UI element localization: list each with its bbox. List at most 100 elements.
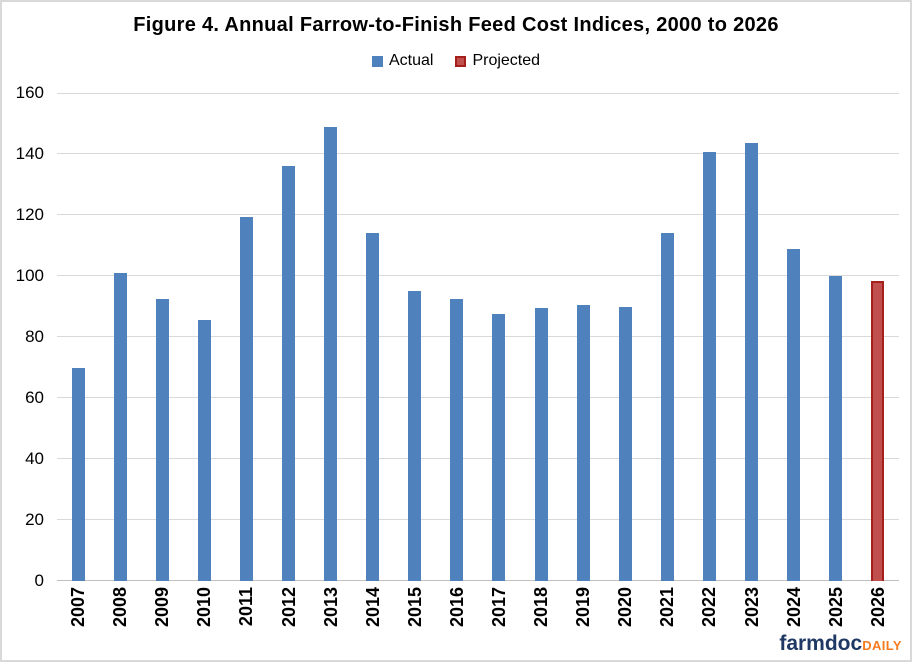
bar-cell-2020 [604, 93, 646, 581]
gridline-40 [57, 458, 899, 459]
x-label-cell-2020: 2020 [604, 587, 646, 627]
bar-cell-2007 [57, 93, 99, 581]
chart-legend: Actual Projected [2, 52, 910, 70]
x-tick-label-2013: 2013 [320, 587, 341, 628]
x-tick-label-2022: 2022 [699, 587, 720, 628]
x-label-cell-2013: 2013 [310, 587, 352, 627]
bar-actual-2015 [408, 291, 422, 581]
gridline-20 [57, 519, 899, 520]
legend-item-projected: Projected [455, 52, 540, 70]
x-label-cell-2007: 2007 [57, 587, 99, 627]
bar-cell-2009 [141, 93, 183, 581]
y-tick-label-160: 160 [15, 83, 44, 102]
bar-actual-2008 [113, 272, 127, 581]
bar-cell-2026 [857, 93, 899, 581]
bar-actual-2016 [450, 298, 464, 581]
y-tick-label-0: 0 [34, 571, 44, 590]
gridline-160 [57, 93, 899, 94]
x-tick-label-2007: 2007 [68, 587, 89, 628]
y-tick-label-20: 20 [25, 510, 44, 529]
x-tick-label-2025: 2025 [825, 587, 846, 628]
x-axis-line [57, 580, 899, 581]
bar-actual-2023 [745, 143, 759, 581]
x-tick-label-2017: 2017 [488, 587, 509, 628]
x-tick-label-2009: 2009 [152, 587, 173, 628]
x-label-cell-2012: 2012 [267, 587, 309, 627]
x-label-cell-2016: 2016 [436, 587, 478, 627]
x-tick-label-2011: 2011 [236, 587, 257, 627]
x-tick-label-2019: 2019 [573, 587, 594, 628]
bar-actual-2013 [324, 126, 338, 581]
bar-actual-2020 [618, 306, 632, 581]
x-label-cell-2017: 2017 [478, 587, 520, 627]
x-label-cell-2011: 2011 [225, 587, 267, 627]
y-tick-label-120: 120 [15, 205, 44, 224]
bar-actual-2022 [702, 152, 716, 581]
bar-cell-2015 [394, 93, 436, 581]
bar-cell-2016 [436, 93, 478, 581]
x-tick-label-2026: 2026 [867, 587, 888, 628]
bar-cell-2014 [352, 93, 394, 581]
x-label-cell-2026: 2026 [857, 587, 899, 627]
x-tick-label-2008: 2008 [110, 587, 131, 628]
x-label-cell-2024: 2024 [773, 587, 815, 627]
bar-actual-2021 [660, 233, 674, 581]
bar-cell-2012 [267, 93, 309, 581]
gridlines-layer [57, 93, 899, 581]
bar-actual-2007 [71, 367, 85, 581]
bar-actual-2018 [534, 308, 548, 581]
y-tick-label-100: 100 [15, 266, 44, 285]
x-label-cell-2009: 2009 [141, 587, 183, 627]
bar-cell-2013 [310, 93, 352, 581]
bar-cell-2018 [520, 93, 562, 581]
bar-actual-2010 [197, 320, 211, 581]
y-tick-label-80: 80 [25, 327, 44, 346]
gridline-100 [57, 275, 899, 276]
x-tick-label-2012: 2012 [278, 587, 299, 628]
x-label-cell-2018: 2018 [520, 587, 562, 627]
x-label-cell-2014: 2014 [352, 587, 394, 627]
x-tick-label-2020: 2020 [615, 587, 636, 628]
x-axis-labels: 2007 2008 2009 2010 2011 2012 2013 2014 2015 2016… [57, 587, 899, 627]
actual-series-marker [371, 55, 383, 67]
x-label-cell-2010: 2010 [183, 587, 225, 627]
x-tick-label-2015: 2015 [404, 587, 425, 628]
chart-title: Figure 4. Annual Farrow-to-Finish Feed C… [133, 14, 779, 36]
y-axis-labels: 0 20 40 60 80 100 120 140 160 [2, 83, 44, 590]
y-tick-label-60: 60 [25, 388, 44, 407]
bar-cell-2025 [815, 93, 857, 581]
x-tick-label-2014: 2014 [362, 587, 383, 628]
bars-layer [57, 93, 899, 581]
bar-actual-2025 [829, 276, 843, 581]
bar-cell-2008 [99, 93, 141, 581]
bar-actual-2009 [155, 298, 169, 581]
bar-cell-2011 [225, 93, 267, 581]
actual-series-label: Actual [388, 52, 434, 69]
y-tick-label-40: 40 [25, 449, 44, 468]
x-label-cell-2022: 2022 [688, 587, 730, 627]
x-label-cell-2021: 2021 [646, 587, 688, 627]
projected-series-marker [455, 55, 467, 67]
bar-actual-2011 [239, 216, 253, 581]
x-tick-label-2021: 2021 [657, 587, 678, 628]
bar-actual-2019 [576, 304, 590, 581]
bar-cell-2024 [773, 93, 815, 581]
bar-actual-2014 [366, 233, 380, 581]
plot-area [57, 93, 899, 581]
legend-item-actual: Actual [371, 52, 434, 70]
gridline-80 [57, 336, 899, 337]
bar-cell-2021 [646, 93, 688, 581]
gridline-60 [57, 397, 899, 398]
bar-cell-2017 [478, 93, 520, 581]
bar-projected-2026 [871, 280, 885, 581]
x-tick-label-2018: 2018 [531, 587, 552, 628]
x-label-cell-2025: 2025 [815, 587, 857, 627]
x-tick-label-2024: 2024 [783, 587, 804, 628]
bar-cell-2010 [183, 93, 225, 581]
bar-cell-2022 [688, 93, 730, 581]
x-tick-label-2016: 2016 [446, 587, 467, 628]
bar-cell-2023 [731, 93, 773, 581]
x-label-cell-2023: 2023 [731, 587, 773, 627]
x-label-cell-2008: 2008 [99, 587, 141, 627]
